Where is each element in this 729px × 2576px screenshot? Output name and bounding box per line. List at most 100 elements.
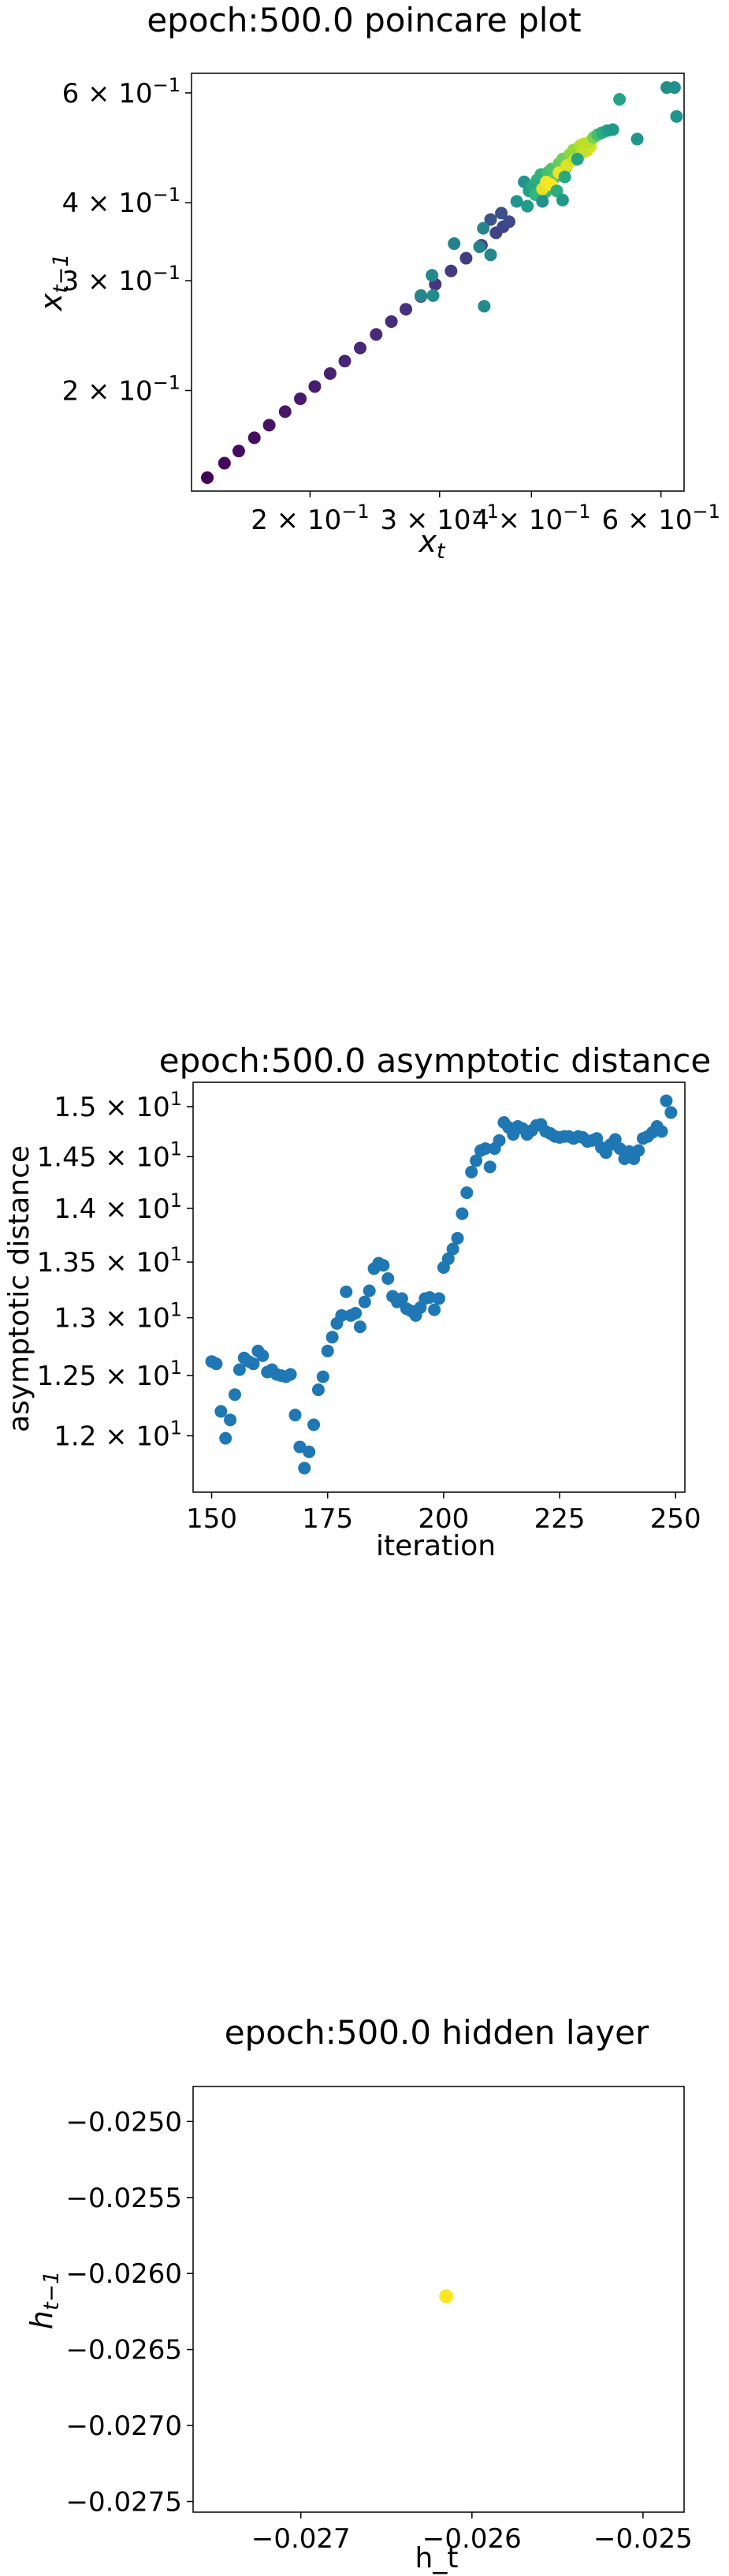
- data-point: [415, 288, 428, 302]
- data-point: [400, 303, 413, 316]
- data-point: [228, 1388, 241, 1402]
- data-point: [298, 1461, 311, 1475]
- data-point: [381, 1271, 395, 1285]
- data-point: [340, 1285, 353, 1298]
- y-tick-label: 1.35 × 101: [37, 1243, 182, 1279]
- y-tick-label: −0.0250: [66, 2106, 182, 2138]
- x-tick-label: 6 × 10−1: [601, 501, 720, 536]
- data-point: [349, 1306, 363, 1320]
- data-point: [448, 237, 461, 251]
- data-point: [536, 195, 549, 208]
- data-point: [460, 1186, 474, 1200]
- data-point: [353, 1320, 366, 1334]
- data-point: [262, 419, 276, 432]
- data-point: [556, 193, 569, 207]
- x-tick-label: −0.027: [251, 2523, 351, 2555]
- x-axis-ticks: 2 × 10−1 3 × 10−14 × 10−1 6 × 10−1: [251, 491, 720, 536]
- data-point: [321, 1344, 334, 1357]
- chart-title: epoch:500.0 asymptotic distance: [159, 1041, 711, 1080]
- data-point: [423, 1290, 437, 1304]
- y-axis-ticks: 2 × 10−1 3 × 10−1 4 × 10−1 6 × 10−1: [62, 74, 192, 407]
- axes-frame: [192, 2086, 685, 2513]
- data-point: [224, 1413, 237, 1427]
- data-point: [210, 1357, 223, 1371]
- y-tick-label: 1.25 × 101: [37, 1357, 182, 1392]
- data-point: [477, 221, 490, 235]
- y-tick-label: −0.0275: [66, 2487, 182, 2518]
- plot-area: [201, 81, 683, 484]
- y-axis-label-subscript: t−1: [49, 254, 73, 293]
- data-point: [441, 1252, 455, 1265]
- y-tick-label: 1.4 × 101: [54, 1189, 182, 1225]
- data-point: [470, 1154, 483, 1167]
- data-point: [503, 215, 516, 229]
- data-point: [465, 1165, 478, 1178]
- y-tick-label: 1.45 × 101: [37, 1137, 182, 1173]
- y-tick-label: 2 × 10−1: [62, 371, 180, 407]
- data-point: [247, 1357, 260, 1371]
- data-point: [606, 123, 619, 136]
- data-point: [484, 213, 497, 226]
- data-point: [459, 251, 473, 265]
- data-point: [201, 471, 214, 484]
- y-axis-ticks: −0.0250 −0.0255 −0.0260 −0.0265 −0.0270 −0.02…: [66, 2106, 193, 2518]
- x-tick-label: −0.026: [422, 2523, 522, 2555]
- y-tick-label: 1.3 × 101: [54, 1299, 182, 1335]
- data-point: [214, 1405, 228, 1418]
- data-point: [385, 315, 398, 328]
- y-tick-label: 1.2 × 101: [54, 1416, 182, 1452]
- asymptotic-distance-chart: epoch:500.0 asymptotic distance 150 175 20…: [3, 1041, 711, 1562]
- data-point: [232, 1363, 246, 1376]
- data-point: [335, 1308, 348, 1322]
- data-point: [316, 1370, 329, 1383]
- data-point: [428, 1303, 441, 1316]
- x-axis-label: xt: [418, 524, 446, 564]
- data-point: [456, 1207, 469, 1220]
- data-point: [426, 288, 440, 302]
- x-axis-label: h_t: [415, 2542, 459, 2574]
- data-point: [278, 405, 292, 419]
- y-axis-label-subscript: t−1: [39, 2271, 64, 2310]
- plot-area: [205, 1094, 678, 1475]
- data-point: [219, 1431, 232, 1445]
- axes-frame: [191, 73, 685, 492]
- data-point: [377, 1259, 390, 1272]
- x-axis-label-subscript: t: [437, 539, 446, 564]
- x-tick-label: 4 × 10−1: [472, 501, 590, 536]
- y-tick-label: −0.0255: [66, 2183, 182, 2214]
- data-point: [668, 81, 681, 95]
- data-point: [558, 170, 571, 184]
- y-axis-label: xt−1: [34, 254, 73, 312]
- data-point: [433, 1292, 445, 1305]
- y-axis-label: asymptotic distance: [3, 1145, 35, 1432]
- chart-title: epoch:500.0 poincare plot: [147, 1, 581, 39]
- x-tick-label: 2 × 10−1: [251, 501, 369, 536]
- x-tick-label: −0.025: [593, 2523, 693, 2555]
- hidden-layer-chart: epoch:500.0 hidden layer −0.027 −0.026 −0.…: [24, 2013, 693, 2574]
- y-tick-label: 6 × 10−1: [62, 74, 180, 110]
- data-point: [660, 1094, 673, 1107]
- data-point: [395, 1292, 408, 1305]
- poincare-plot-chart: epoch:500.0 poincare plot 2 × 10−1 3 × 10…: [34, 1, 720, 564]
- data-point: [483, 1160, 497, 1174]
- y-tick-label: −0.0260: [66, 2258, 182, 2290]
- axes-frame: [192, 1081, 686, 1493]
- data-point: [446, 1242, 459, 1256]
- data-point: [256, 1349, 270, 1362]
- plot-area: [439, 2289, 454, 2304]
- y-axis-ticks: 1.2 × 101 1.25 × 101 1.3 × 101 1.35 × 101 1.…: [37, 1088, 193, 1452]
- data-point: [294, 392, 307, 405]
- x-axis-label: iteration: [376, 1530, 496, 1562]
- y-tick-label: 3 × 10−1: [62, 262, 180, 297]
- data-point: [664, 1106, 678, 1119]
- x-tick-label: 250: [650, 1503, 701, 1535]
- data-point: [247, 431, 261, 445]
- data-point: [311, 1383, 325, 1397]
- data-point: [293, 1440, 307, 1454]
- data-point: [358, 1295, 371, 1308]
- y-tick-label: 1.5 × 101: [54, 1088, 182, 1123]
- x-tick-label: 175: [302, 1503, 353, 1535]
- data-point: [510, 195, 523, 208]
- data-point: [478, 300, 491, 313]
